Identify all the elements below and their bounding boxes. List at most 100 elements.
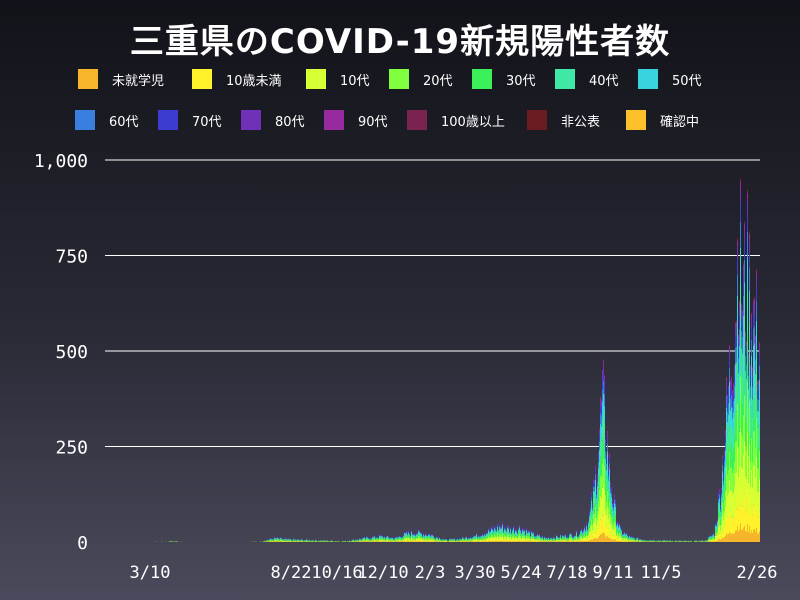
bar-segment (518, 533, 519, 536)
bar-segment (483, 536, 484, 537)
bar-segment (452, 540, 453, 541)
legend-swatch (241, 110, 261, 130)
bar-segment (712, 538, 713, 540)
bar-segment (623, 533, 624, 535)
bar-segment (493, 536, 494, 539)
bar-segment (516, 529, 517, 531)
bar-segment (405, 533, 406, 534)
bar-segment (603, 358, 604, 360)
bar-segment (540, 541, 541, 542)
bar-segment (407, 537, 408, 540)
bar-segment (739, 529, 740, 542)
bar-segment (754, 430, 755, 466)
bar-segment (364, 540, 365, 542)
legend-label: 80代 (275, 114, 305, 130)
bar-segment (739, 466, 740, 506)
bar-segment (408, 533, 409, 536)
bar-segment (745, 445, 746, 476)
bar-segment (711, 537, 712, 539)
bar-segment (599, 431, 600, 436)
bar-segment (539, 537, 540, 539)
bar-segment (598, 451, 599, 454)
bar-segment (738, 510, 739, 532)
bar-segment (479, 540, 480, 542)
bar-segment (559, 537, 560, 539)
bar-segment (533, 541, 534, 542)
bar-segment (507, 527, 508, 530)
bar-segment (560, 535, 561, 537)
bar-segment (756, 276, 757, 288)
bar-segment (367, 539, 368, 541)
bar-segment (571, 539, 572, 541)
bar-segment (413, 535, 414, 538)
bar-segment (570, 540, 571, 542)
bar-segment (758, 380, 759, 382)
bar-segment (754, 397, 755, 431)
bar-segment (716, 526, 717, 529)
bar-segment (731, 376, 732, 377)
bar-segment (743, 499, 744, 528)
bar-segment (723, 477, 724, 481)
bar-segment (753, 328, 754, 346)
bar-segment (745, 392, 746, 419)
bar-segment (609, 469, 610, 479)
bar-segment (398, 541, 399, 542)
bar-segment (488, 528, 489, 529)
bar-segment (731, 395, 732, 408)
bar-segment (386, 538, 387, 540)
bar-segment (577, 538, 578, 540)
bar-segment (619, 532, 620, 536)
bar-segment (616, 523, 617, 525)
bar-segment (519, 527, 520, 530)
bar-segment (614, 495, 615, 498)
bar-segment (498, 541, 499, 542)
bar-segment (469, 539, 470, 541)
bar-segment (545, 540, 546, 542)
bar-segment (600, 456, 601, 476)
bar-segment (476, 540, 477, 542)
bar-segment (583, 534, 584, 537)
bar-segment (533, 537, 534, 539)
bar-segment (507, 525, 508, 527)
bar-segment (530, 538, 531, 540)
bar-segment (375, 539, 376, 540)
bar-segment (579, 539, 580, 541)
bar-segment (749, 268, 750, 291)
bar-segment (497, 528, 498, 532)
bar-segment (740, 247, 741, 285)
bar-segment (372, 540, 373, 542)
bar-segment (520, 535, 521, 538)
bar-segment (604, 465, 605, 490)
bar-segment (411, 533, 412, 535)
bar-segment (735, 508, 736, 531)
bar-segment (426, 535, 427, 536)
bar-segment (755, 335, 756, 341)
bar-segment (422, 536, 423, 538)
bar-segment (499, 531, 500, 534)
bar-segment (743, 315, 744, 345)
bar-segment (492, 528, 493, 529)
bar-segment (411, 541, 412, 542)
bar-segment (434, 539, 435, 541)
bar-segment (370, 539, 371, 541)
bar-segment (510, 537, 511, 540)
bar-segment (384, 538, 385, 540)
bar-segment (398, 540, 399, 542)
bar-segment (515, 532, 516, 534)
bar-segment (510, 529, 511, 531)
bar-segment (479, 538, 480, 540)
legend-item-50s: 50代 (638, 68, 702, 90)
bar-segment (604, 443, 605, 466)
bar-segment (420, 532, 421, 533)
bar-segment (710, 536, 711, 537)
bar-segment (502, 532, 503, 536)
bar-segment (497, 525, 498, 527)
bar-segment (513, 534, 514, 537)
bar-segment (709, 536, 710, 538)
bar-segment (432, 539, 433, 541)
bar-segment (747, 199, 748, 215)
bar-segment (743, 454, 744, 500)
bar-segment (515, 541, 516, 542)
bar-segment (742, 405, 743, 436)
bar-segment (730, 398, 731, 411)
